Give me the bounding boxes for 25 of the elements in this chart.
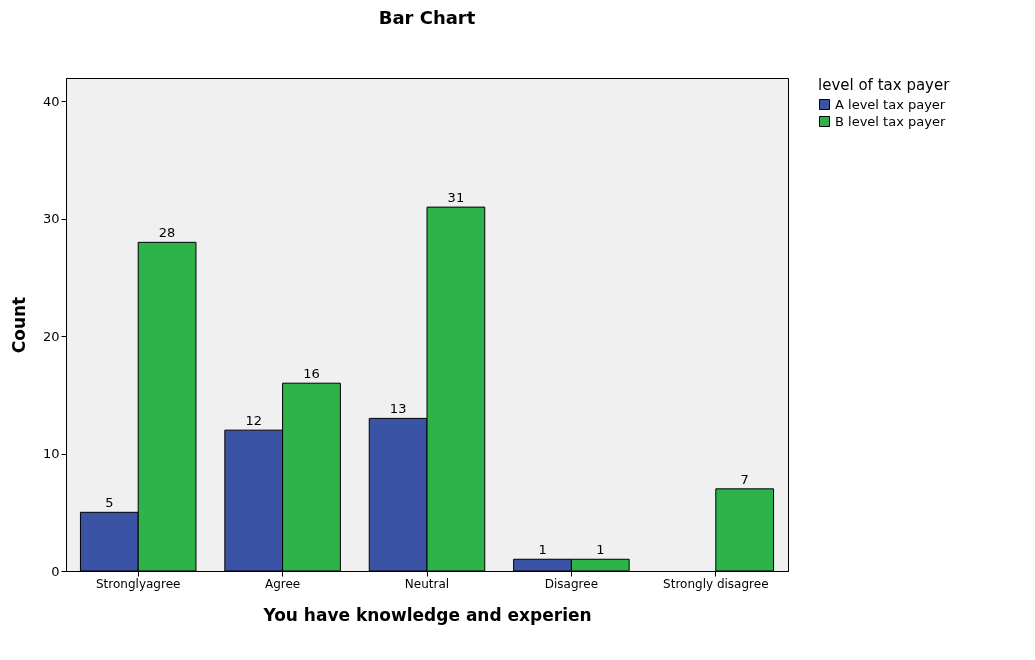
data-label: 5 <box>105 495 114 511</box>
data-label: 1 <box>538 542 547 558</box>
x-tick-label: Strongly disagree <box>663 576 769 591</box>
y-tick-label: 30 <box>42 211 60 227</box>
data-label: 28 <box>158 225 176 241</box>
x-tick-label: Agree <box>264 576 301 591</box>
y-tick-label: 10 <box>42 446 60 462</box>
y-axis-title: Count <box>8 296 29 354</box>
data-label: 13 <box>389 401 407 417</box>
y-tick-label: 20 <box>42 328 60 344</box>
legend-label: A level tax payer <box>835 96 946 112</box>
x-axis-title: You have knowledge and experien <box>262 604 592 625</box>
x-tick-label: Stronglyagree <box>96 576 181 591</box>
data-label: 7 <box>740 471 749 487</box>
chart-title: Bar Chart <box>378 7 476 28</box>
data-label: 12 <box>245 413 262 429</box>
y-tick-label: 40 <box>42 93 60 109</box>
y-tick-label: 0 <box>51 563 60 579</box>
data-label: 1 <box>596 542 605 558</box>
legend-label: B level tax payer <box>835 113 946 129</box>
data-label: 16 <box>303 366 320 382</box>
x-tick-label: Disagree <box>544 576 599 591</box>
data-label: 31 <box>447 190 465 206</box>
legend-title: level of tax payer <box>818 76 951 94</box>
x-tick-label: Neutral <box>404 576 450 591</box>
